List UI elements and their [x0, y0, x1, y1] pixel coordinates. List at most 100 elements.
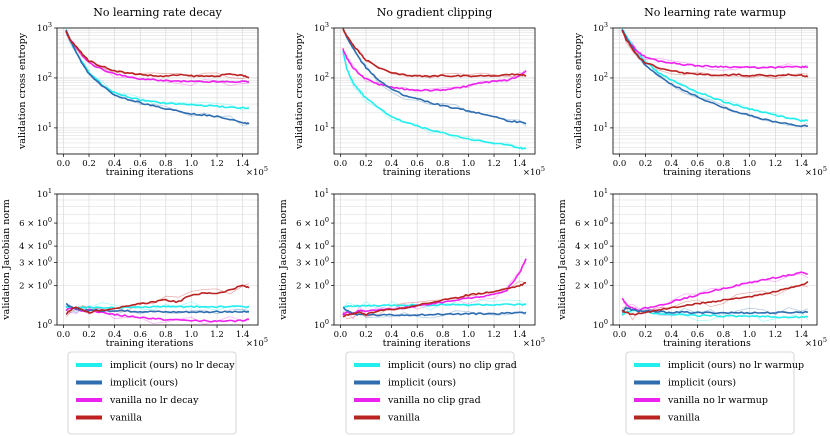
y-tick-label: 101	[37, 187, 52, 200]
tick-exponent: 0	[48, 239, 52, 247]
series-line-vanilla_lr	[342, 258, 527, 316]
tick-exponent: 0	[604, 255, 608, 263]
series-line-implicit_lr	[65, 305, 249, 310]
x-tick-label: 1.4	[236, 330, 250, 340]
x-tick-label: 0.6	[691, 159, 705, 169]
tick-base: 2 × 10	[575, 282, 604, 292]
series-line-implicit_lr	[65, 29, 250, 110]
tick-base: 10	[37, 74, 48, 84]
x-multiplier-base: ×10	[523, 339, 541, 349]
legend-label: implicit (ours)	[388, 378, 456, 389]
y-tick-label: 3 × 100	[296, 255, 329, 268]
x-axis-label: training iterations	[663, 338, 751, 349]
series-line-vanilla_lr	[621, 271, 808, 312]
tick-base: 10	[593, 74, 604, 84]
x-tick-label: 0.0	[57, 159, 71, 169]
tick-base: 10	[314, 24, 325, 34]
y-tick-label: 103	[314, 21, 329, 34]
plot-frame	[333, 27, 536, 155]
chart-title: No gradient clipping	[377, 6, 493, 19]
series-line-vanilla	[621, 280, 809, 316]
x-tick-label: 0.6	[133, 159, 147, 169]
x-tick-label: 0.4	[385, 330, 399, 340]
series-line-implicit_lr	[342, 50, 527, 150]
x-multiplier: ×105	[523, 336, 545, 349]
x-multiplier: ×105	[246, 165, 268, 178]
tick-exponent: 2	[48, 71, 52, 79]
x-multiplier: ×105	[805, 336, 827, 349]
tick-exponent: 1	[604, 187, 608, 195]
tick-base: 10	[37, 321, 48, 331]
legend-label: vanilla	[667, 413, 700, 424]
y-axis-label: validation Jacobian norm	[1, 199, 12, 320]
y-tick-label: 102	[37, 71, 52, 84]
series-faint-line	[65, 34, 250, 80]
tick-base: 6 × 10	[296, 219, 325, 229]
x-multiplier-exp: 5	[264, 165, 268, 173]
legend-frame	[345, 351, 515, 435]
y-tick-label: 4 × 100	[296, 239, 329, 252]
y-tick-label: 4 × 100	[575, 239, 608, 252]
x-tick-label: 1.2	[210, 330, 224, 340]
tick-exponent: 1	[325, 187, 329, 195]
y-axis-label: validation cross entropy	[17, 32, 28, 150]
y-tick-label: 4 × 100	[19, 239, 52, 252]
legend-label: implicit (ours)	[110, 378, 178, 389]
series-line-implicit	[342, 306, 527, 317]
x-tick-label: 1.0	[743, 159, 757, 169]
y-tick-label: 2 × 100	[575, 279, 608, 292]
tick-exponent: 3	[604, 21, 608, 29]
tick-exponent: 0	[604, 279, 608, 287]
tick-base: 6 × 10	[19, 219, 48, 229]
series-line-implicit	[621, 306, 809, 315]
tick-base: 4 × 10	[19, 242, 48, 252]
legend-label: vanilla no clip grad	[387, 395, 481, 406]
y-tick-label: 102	[593, 71, 608, 84]
tick-exponent: 2	[325, 71, 329, 79]
tick-exponent: 1	[48, 121, 52, 129]
x-multiplier-exp: 5	[264, 336, 268, 344]
series-line-vanilla_lr	[342, 48, 527, 92]
tick-base: 10	[593, 24, 604, 34]
x-tick-label: 1.2	[210, 159, 224, 169]
tick-exponent: 2	[604, 71, 608, 79]
x-tick-label: 0.0	[334, 330, 348, 340]
x-tick-label: 1.2	[487, 330, 501, 340]
series-line-vanilla_lr	[621, 29, 809, 69]
x-tick-label: 1.0	[185, 159, 199, 169]
x-tick-label: 0.8	[436, 159, 450, 169]
x-tick-label: 0.8	[159, 330, 173, 340]
x-tick-label: 0.4	[385, 159, 399, 169]
x-tick-label: 0.2	[359, 159, 373, 169]
tick-base: 10	[593, 190, 604, 200]
x-tick-label: 0.0	[613, 159, 627, 169]
x-tick-label: 1.2	[769, 159, 783, 169]
chart-panel-top-1: 0.0 0.2 0.4 0.6 0.8 1.0 1.2 1.4×105 training ite…	[17, 6, 268, 178]
tick-base: 2 × 10	[19, 282, 48, 292]
x-tick-label: 1.0	[462, 159, 476, 169]
tick-exponent: 1	[48, 187, 52, 195]
tick-base: 10	[314, 190, 325, 200]
tick-base: 4 × 10	[575, 242, 604, 252]
legend-label: vanilla no lr decay	[109, 395, 199, 406]
tick-base: 6 × 10	[575, 219, 604, 229]
legend-label: implicit (ours)	[668, 378, 736, 389]
x-tick-label: 0.8	[159, 159, 173, 169]
x-tick-label: 0.4	[665, 159, 679, 169]
x-tick-label: 0.2	[639, 330, 653, 340]
plot-frame	[56, 27, 259, 155]
chart-title: No learning rate warmup	[644, 6, 786, 19]
tick-exponent: 1	[604, 121, 608, 129]
x-multiplier: ×105	[246, 336, 268, 349]
tick-exponent: 3	[325, 21, 329, 29]
x-tick-label: 0.2	[82, 159, 96, 169]
tick-exponent: 0	[48, 216, 52, 224]
tick-base: 10	[314, 321, 325, 331]
tick-exponent: 0	[325, 318, 329, 326]
x-tick-label: 0.4	[108, 159, 122, 169]
x-tick-label: 0.4	[665, 330, 679, 340]
y-tick-label: 101	[37, 121, 52, 134]
y-tick-label: 100	[593, 318, 608, 331]
y-tick-label: 100	[37, 318, 52, 331]
tick-base: 10	[593, 321, 604, 331]
